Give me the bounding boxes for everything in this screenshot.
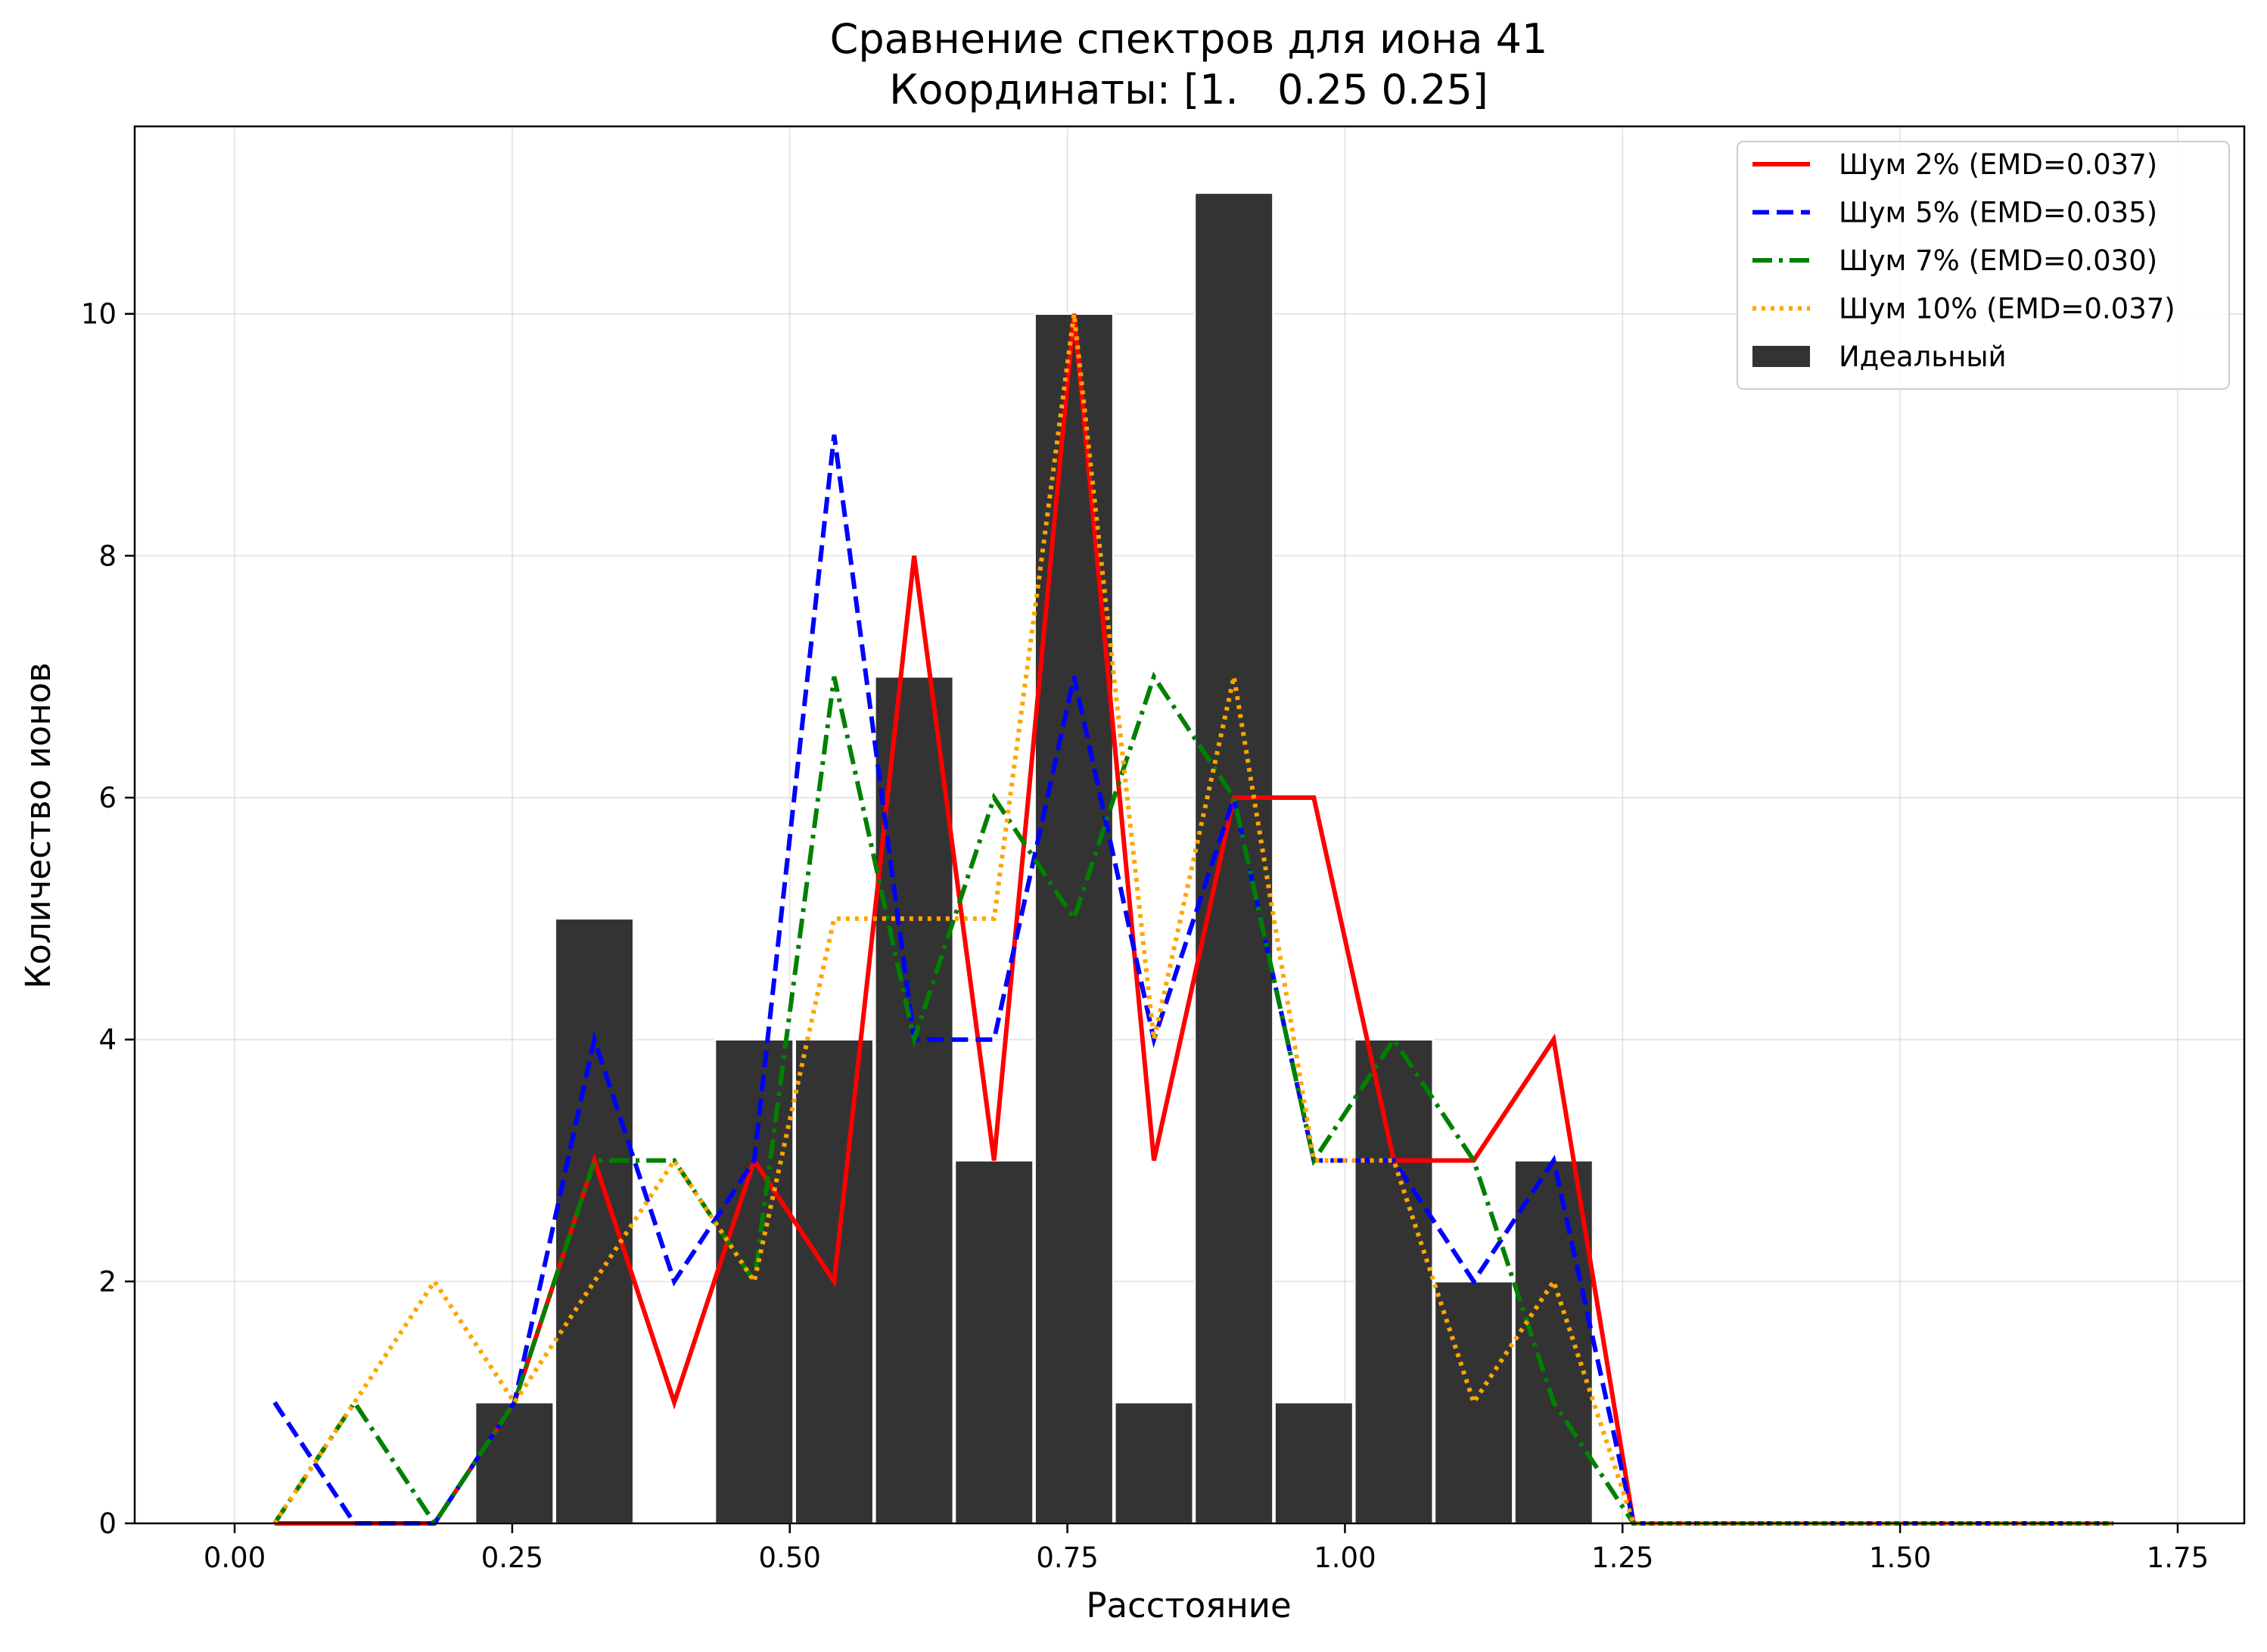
bar-ideal: [554, 917, 635, 1525]
x-tick-label: 1.00: [1314, 1542, 1376, 1574]
bar-ideal: [1034, 313, 1115, 1525]
bar-ideal: [953, 1159, 1034, 1525]
y-tick-label: 8: [98, 540, 117, 572]
x-tick-label: 0.25: [481, 1542, 543, 1574]
y-tick-label: 2: [98, 1265, 117, 1298]
chart-title: Сравнение спектров для иона 41: [830, 15, 1548, 63]
bar-ideal: [1354, 1038, 1434, 1525]
bar-ideal: [1193, 191, 1274, 1525]
x-axis-label: Расстояние: [1086, 1585, 1291, 1626]
bar-ideal: [474, 1401, 555, 1525]
bars: [474, 191, 1594, 1525]
legend-box: [1737, 141, 2230, 390]
series-line-4: [272, 313, 2113, 1526]
chart-subtitle: Координаты: [1. 0.25 0.25]: [889, 66, 1488, 114]
x-tick-label: 1.25: [1591, 1542, 1653, 1574]
y-tick-label: 0: [98, 1507, 117, 1540]
plot-frame: [133, 125, 2246, 1525]
legend-label-1: Шум 2% (EMD=0.037): [1839, 148, 2157, 181]
x-tick-label: 1.50: [1869, 1542, 1931, 1574]
ticks: 0.00 0.25 0.50 0.75 1.00 1.25 1.50 1.75 0 2 4 6 8 10: [81, 298, 2209, 1574]
y-tick-label: 4: [98, 1024, 117, 1056]
legend-label-bars: Идеальный: [1839, 341, 2007, 373]
series-line-3: [272, 671, 2113, 1528]
x-tick-label: 1.75: [2147, 1542, 2209, 1574]
y-axis-label: Количество ионов: [18, 662, 58, 988]
bar-ideal: [1114, 1401, 1195, 1525]
legend-label-2: Шум 5% (EMD=0.035): [1839, 197, 2157, 229]
legend-swatch-bars: [1752, 346, 1810, 367]
y-tick-label: 6: [98, 782, 117, 814]
x-tick-label: 0.75: [1036, 1542, 1098, 1574]
bar-ideal: [1273, 1401, 1354, 1525]
legend-label-4: Шум 10% (EMD=0.037): [1839, 293, 2175, 325]
x-tick-label: 0.00: [204, 1542, 266, 1574]
bar-ideal: [874, 675, 955, 1525]
bar-ideal: [1433, 1280, 1514, 1525]
legend: Шум 2% (EMD=0.037) Шум 5% (EMD=0.035) Шум …: [1737, 141, 2230, 390]
legend-label-3: Шум 7% (EMD=0.030): [1839, 244, 2157, 277]
x-tick-label: 0.50: [759, 1542, 821, 1574]
y-tick-label: 10: [81, 298, 117, 331]
bar-ideal: [714, 1038, 795, 1525]
